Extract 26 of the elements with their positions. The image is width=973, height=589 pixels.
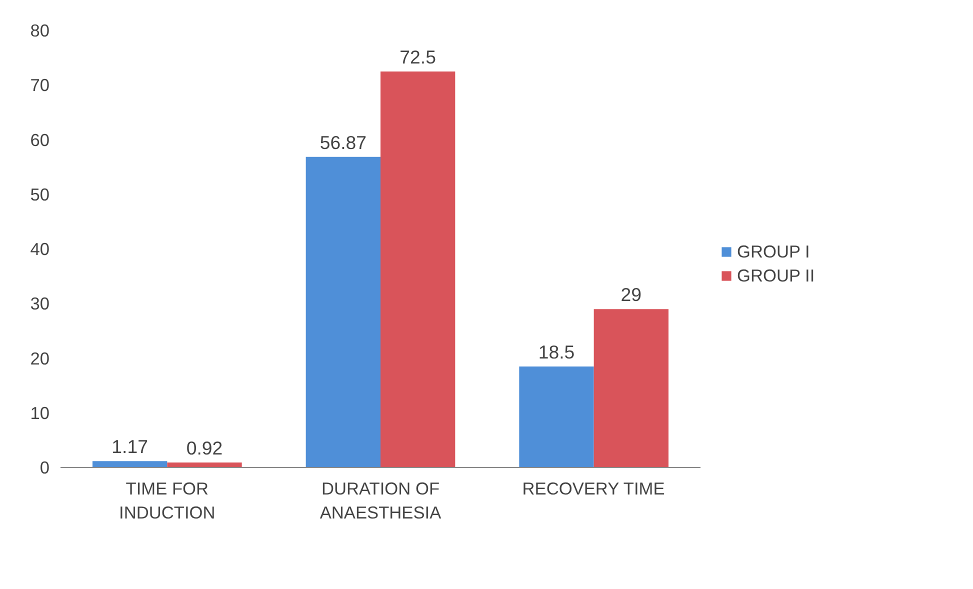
y-tick-label: 80	[30, 20, 50, 40]
y-tick-label: 40	[30, 239, 50, 259]
x-tick-label: TIME FOR INDUCTION	[119, 478, 216, 522]
y-tick-label: 50	[30, 184, 50, 204]
data-label: 1.17	[112, 436, 148, 458]
legend-label: GROUP I	[737, 241, 810, 262]
y-tick-label: 60	[30, 130, 50, 150]
y-tick-label: 10	[30, 402, 50, 423]
bar	[92, 461, 168, 468]
bar	[519, 366, 594, 468]
x-tick-label: RECOVERY TIME	[522, 478, 665, 498]
y-tick-label: 30	[30, 294, 50, 314]
bar	[594, 309, 668, 468]
y-tick-label: 20	[30, 348, 50, 368]
data-label: 29	[620, 284, 642, 306]
x-tick-label: DURATION OF ANAESTHESIA	[320, 478, 442, 522]
data-label: 18.5	[538, 341, 575, 362]
bar	[167, 462, 242, 468]
data-label: 72.5	[400, 46, 436, 68]
bar	[380, 71, 456, 468]
y-tick-label: 70	[30, 75, 50, 96]
data-label: 0.92	[186, 437, 223, 458]
legend-label: GROUP II	[737, 265, 815, 286]
bar	[306, 156, 380, 468]
data-label: 56.87	[320, 132, 367, 153]
y-tick-label: 0	[40, 458, 50, 478]
